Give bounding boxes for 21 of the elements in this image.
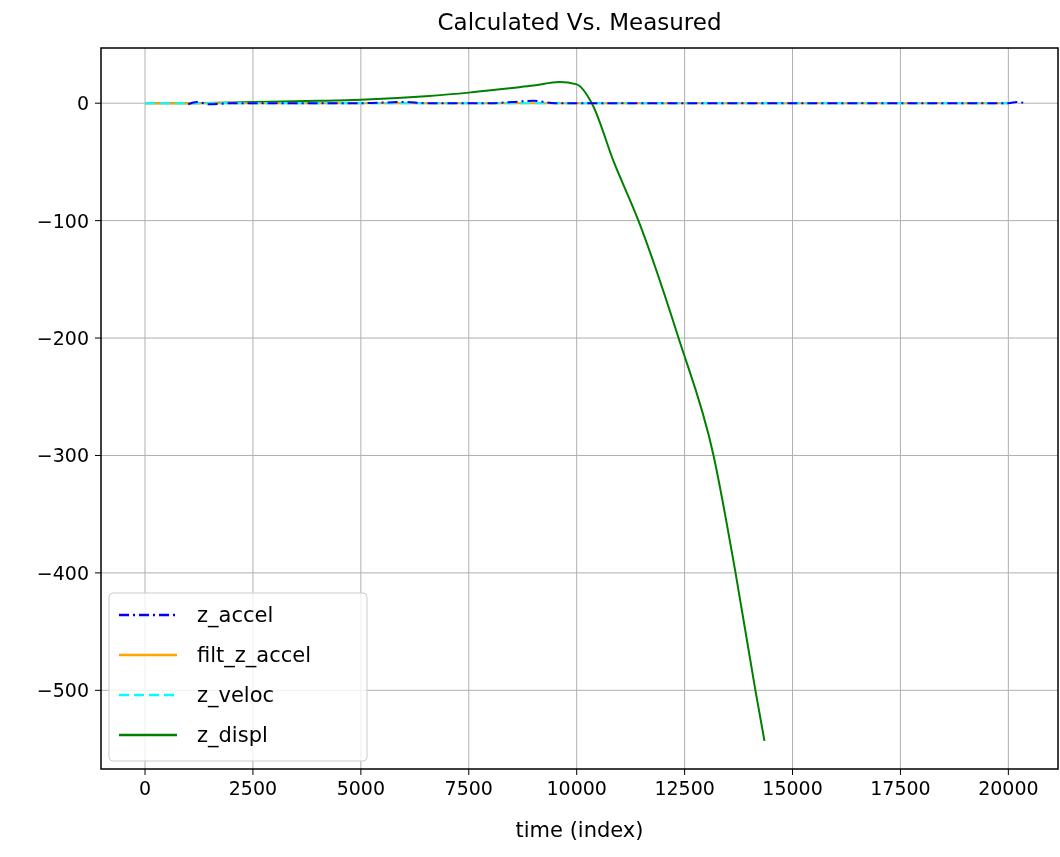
legend-label: z_accel	[197, 603, 274, 628]
y-tick-label: −500	[36, 679, 89, 702]
x-tick-label: 15000	[762, 777, 823, 799]
y-tick-label: −100	[36, 209, 89, 232]
y-tick-label: −400	[36, 561, 89, 584]
legend-label: z_displ	[197, 723, 268, 748]
x-tick-label: 2500	[228, 777, 278, 799]
chart-title: Calculated Vs. Measured	[437, 9, 722, 35]
y-tick-label: −200	[36, 327, 89, 350]
x-tick-label: 7500	[444, 777, 493, 799]
x-tick-label: 12500	[654, 777, 715, 799]
legend-label: filt_z_accel	[197, 643, 312, 668]
x-tick-label: 0	[138, 777, 152, 799]
x-tick-label: 20000	[978, 777, 1039, 799]
y-tick-label: −300	[36, 444, 89, 467]
x-tick-label: 17500	[870, 777, 931, 799]
y-tick-label: 0	[76, 92, 89, 115]
x-tick-label: 10000	[546, 777, 607, 799]
x-axis-title: time (index)	[515, 818, 644, 842]
x-tick-label: 5000	[336, 777, 386, 799]
legend-label: z_veloc	[197, 683, 275, 708]
